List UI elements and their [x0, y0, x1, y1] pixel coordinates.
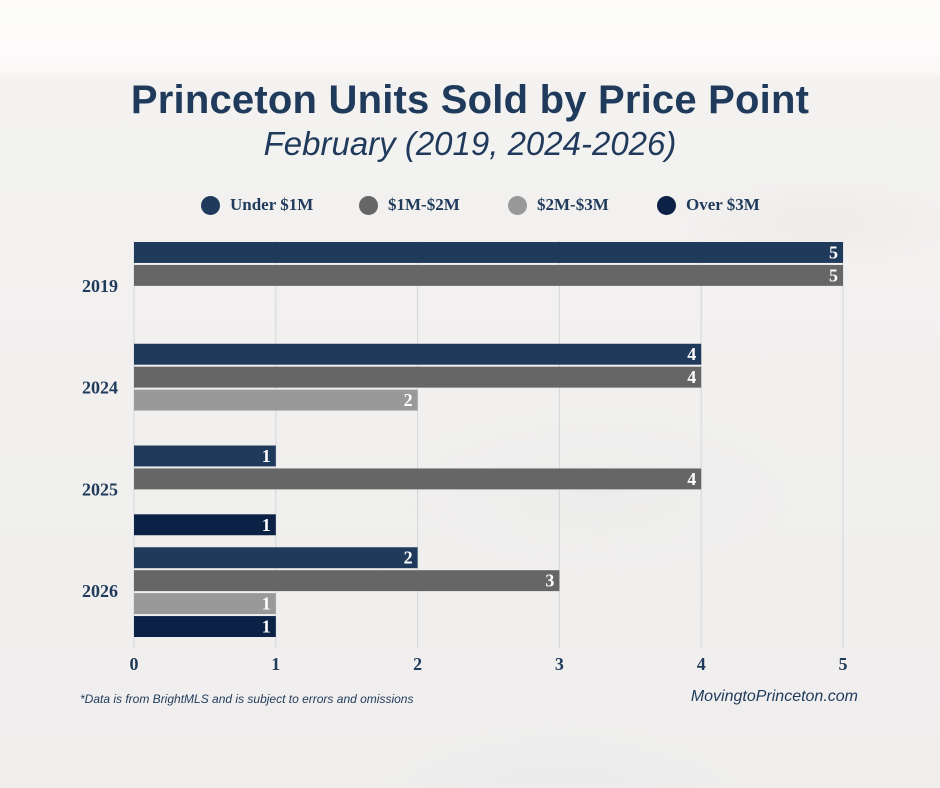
data-label: 2 — [404, 390, 413, 410]
legend-swatch — [359, 195, 378, 215]
background-photo — [0, 72, 940, 788]
x-tick-label: 2 — [413, 654, 422, 674]
data-label: 4 — [687, 367, 696, 387]
x-tick-label: 0 — [130, 654, 139, 674]
legend-label: Over $3M — [686, 195, 760, 214]
y-tick-label: 2019 — [82, 276, 118, 296]
legend-label: $1M-$2M — [388, 195, 460, 214]
y-tick-label: 2025 — [82, 479, 118, 499]
legend-swatch — [508, 195, 527, 215]
bar — [134, 593, 276, 615]
x-tick-label: 5 — [839, 654, 848, 674]
x-tick-label: 1 — [271, 654, 280, 674]
data-label: 3 — [545, 571, 554, 591]
x-tick-label: 4 — [697, 654, 706, 674]
legend-item-2m-3m: $2M-$3M — [508, 195, 609, 215]
legend-swatch — [657, 195, 676, 215]
data-label: 4 — [687, 469, 696, 489]
legend-label: Under $1M — [230, 195, 314, 214]
y-tick-label: 2026 — [82, 581, 118, 601]
data-label: 1 — [262, 617, 271, 637]
bar — [134, 366, 702, 388]
legend-item-under-1m: Under $1M — [201, 195, 313, 215]
data-label: 1 — [262, 515, 271, 535]
bar — [134, 389, 418, 411]
legend-item-over-3m: Over $3M — [657, 195, 760, 215]
data-label: 4 — [687, 344, 696, 364]
data-label: 1 — [262, 594, 271, 614]
bar — [134, 242, 843, 263]
bar — [134, 264, 843, 286]
data-label: 5 — [829, 265, 838, 285]
x-tick-label: 3 — [555, 654, 564, 674]
data-label: 2 — [404, 548, 413, 568]
bar — [134, 468, 702, 490]
data-label: 5 — [829, 242, 838, 262]
bar — [134, 514, 276, 536]
bar — [134, 570, 560, 592]
legend-swatch — [201, 195, 220, 215]
legend: Under $1M $1M-$2M $2M-$3M Over $3M — [0, 195, 940, 221]
data-label: 1 — [262, 446, 271, 466]
data-source-note: *Data is from BrightMLS and is subject t… — [80, 692, 414, 706]
website-label: MovingtoPrinceton.com — [690, 688, 858, 705]
chart-title: Princeton Units Sold by Price Point — [130, 78, 810, 122]
legend-label: $2M-$3M — [537, 195, 609, 214]
bar — [134, 343, 702, 365]
bar — [134, 547, 418, 569]
legend-item-1m-2m: $1M-$2M — [359, 195, 460, 215]
bar — [134, 445, 276, 467]
chart-subtitle: February (2019, 2024-2026) — [263, 125, 677, 162]
bar — [134, 616, 276, 637]
y-tick-label: 2024 — [82, 378, 118, 398]
